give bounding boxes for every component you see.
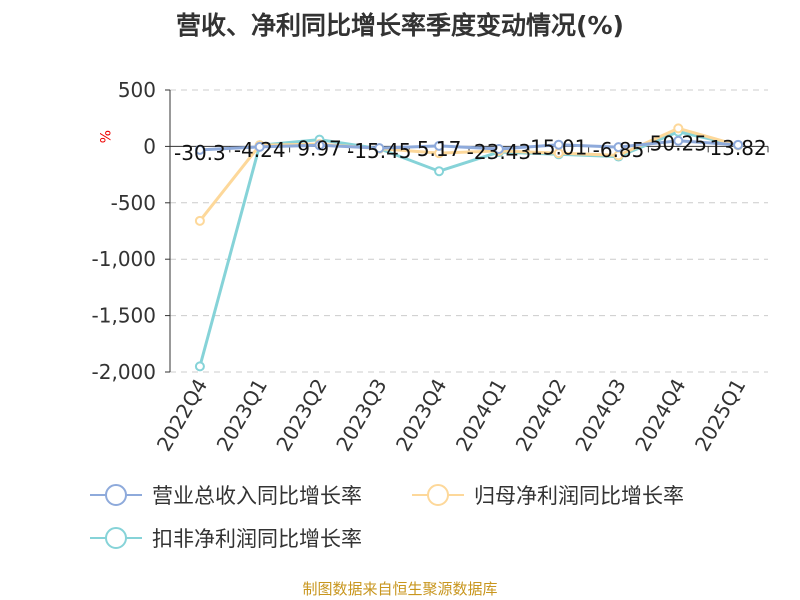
data-point xyxy=(493,144,504,155)
data-label: -6.85 xyxy=(593,138,645,162)
data-label: 5.17 xyxy=(417,137,462,161)
y-axis-unit: % xyxy=(96,130,112,143)
data-label: -15.45 xyxy=(347,139,411,163)
series-line xyxy=(198,130,739,367)
legend-item-deducted-net-profit[interactable]: 扣非净利润同比增长率 xyxy=(90,523,362,553)
x-tick-label: 2024Q1 xyxy=(451,375,511,456)
data-point xyxy=(613,142,624,153)
legend-item-net-profit[interactable]: 归母净利润同比增长率 xyxy=(412,480,684,510)
data-label: 50.25 xyxy=(650,132,707,156)
x-tick-label: 2024Q4 xyxy=(630,375,690,456)
y-tick-label: -500 xyxy=(111,191,156,215)
data-point xyxy=(553,139,564,150)
data-label: 13.82 xyxy=(709,136,766,160)
x-tick-label: 2023Q3 xyxy=(331,375,391,456)
data-point xyxy=(733,139,744,150)
data-point xyxy=(194,215,205,226)
x-tick-label: 2024Q2 xyxy=(511,375,571,456)
data-point xyxy=(374,143,385,154)
data-label: -30.3 xyxy=(174,141,226,165)
y-tick-label: -2,000 xyxy=(92,360,156,384)
data-point xyxy=(254,141,265,152)
x-tick-label: 2024Q3 xyxy=(570,375,630,456)
y-tick-label: 0 xyxy=(143,134,156,158)
data-label: 15.01 xyxy=(530,136,587,160)
legend-marker-icon xyxy=(90,484,142,506)
data-point xyxy=(673,123,684,134)
series-line xyxy=(199,139,739,152)
legend-marker-icon xyxy=(412,484,464,506)
data-point xyxy=(673,135,684,146)
data-label: -4.24 xyxy=(234,138,286,162)
data-point xyxy=(434,166,445,177)
x-tick-label: 2022Q4 xyxy=(152,375,212,456)
data-label: -23.43 xyxy=(467,140,531,164)
legend-label: 扣非净利润同比增长率 xyxy=(152,527,362,551)
y-tick-label: -1,000 xyxy=(92,247,156,271)
legend-item-revenue[interactable]: 营业总收入同比增长率 xyxy=(90,480,362,510)
y-tick-label: -1,500 xyxy=(92,304,156,328)
x-tick-label: 2023Q1 xyxy=(212,375,272,456)
data-point xyxy=(434,140,445,151)
source-footer: 制图数据来自恒生聚源数据库 xyxy=(302,580,498,598)
x-tick-label: 2025Q1 xyxy=(690,375,750,456)
x-tick-label: 2023Q2 xyxy=(271,375,331,456)
chart-title: 营收、净利同比增长率季度变动情况(%) xyxy=(176,11,624,40)
y-tick-label: 500 xyxy=(118,78,156,102)
legend-label: 归母净利润同比增长率 xyxy=(474,484,684,508)
data-label: 9.97 xyxy=(297,136,342,160)
legend-marker-icon xyxy=(90,527,142,549)
data-point xyxy=(314,140,325,151)
data-point xyxy=(194,361,205,372)
x-tick-label: 2023Q4 xyxy=(391,374,451,455)
data-point xyxy=(194,144,205,155)
legend-label: 营业总收入同比增长率 xyxy=(152,484,362,508)
